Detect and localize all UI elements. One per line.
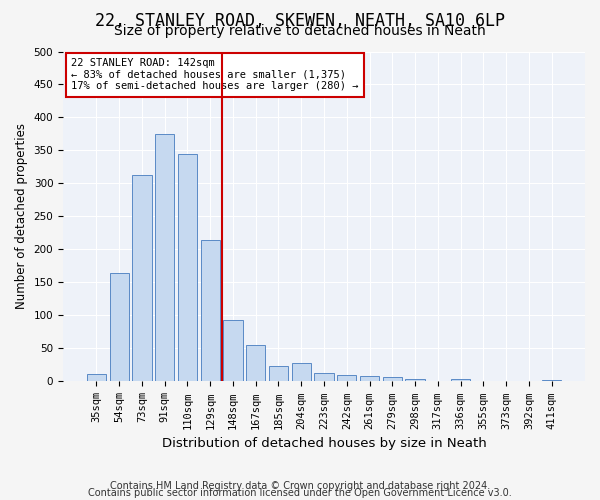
X-axis label: Distribution of detached houses by size in Neath: Distribution of detached houses by size … bbox=[161, 437, 487, 450]
Bar bbox=[292, 363, 311, 382]
Bar bbox=[132, 175, 152, 382]
Bar bbox=[360, 376, 379, 382]
Text: Contains HM Land Registry data © Crown copyright and database right 2024.: Contains HM Land Registry data © Crown c… bbox=[110, 481, 490, 491]
Bar bbox=[451, 380, 470, 382]
Bar bbox=[337, 375, 356, 382]
Bar bbox=[383, 378, 402, 382]
Bar bbox=[269, 366, 288, 382]
Bar bbox=[200, 240, 220, 382]
Text: Size of property relative to detached houses in Neath: Size of property relative to detached ho… bbox=[114, 24, 486, 38]
Text: 22 STANLEY ROAD: 142sqm
← 83% of detached houses are smaller (1,375)
17% of semi: 22 STANLEY ROAD: 142sqm ← 83% of detache… bbox=[71, 58, 358, 92]
Bar bbox=[178, 154, 197, 382]
Bar bbox=[155, 134, 175, 382]
Bar bbox=[314, 373, 334, 382]
Bar bbox=[406, 379, 425, 382]
Text: 22, STANLEY ROAD, SKEWEN, NEATH, SA10 6LP: 22, STANLEY ROAD, SKEWEN, NEATH, SA10 6L… bbox=[95, 12, 505, 30]
Bar bbox=[246, 345, 265, 382]
Bar bbox=[542, 380, 561, 382]
Bar bbox=[110, 272, 129, 382]
Bar bbox=[223, 320, 242, 382]
Text: Contains public sector information licensed under the Open Government Licence v3: Contains public sector information licen… bbox=[88, 488, 512, 498]
Bar bbox=[87, 374, 106, 382]
Y-axis label: Number of detached properties: Number of detached properties bbox=[15, 124, 28, 310]
